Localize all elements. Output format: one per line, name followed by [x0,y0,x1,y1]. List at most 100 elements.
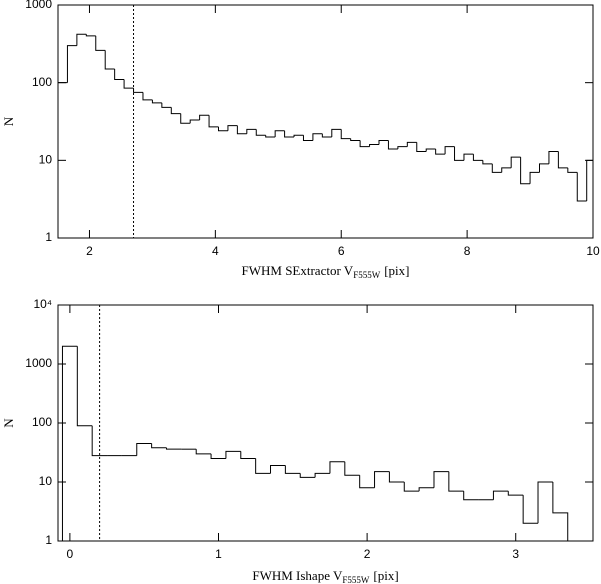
histogram-bar [284,130,295,138]
y-tick-label: 1 [45,533,52,547]
histogram-bar [586,159,594,238]
x-axis-label: FWHM Ishape VF555W [pix] [252,568,398,584]
x-tick-label: 3 [512,547,519,561]
histogram-bar [210,453,226,460]
histogram-bar [537,481,553,524]
histogram-bar [255,458,271,474]
histogram-bar [387,140,398,150]
x-label-suffix: [pix] [373,568,398,583]
histogram-bar [199,114,210,121]
histogram-bar [359,475,375,489]
histogram-bar [557,151,568,169]
histogram-bar [510,156,521,168]
histogram-bar [425,148,436,152]
histogram-bar [293,134,304,137]
x-label-sub: F555W [353,270,381,280]
histogram-bar [240,451,256,460]
histogram-bar [340,129,351,140]
histogram-bar [552,482,569,541]
histogram-bar [76,33,87,46]
histogram-bar [136,442,152,456]
histogram-bar [520,157,531,185]
y-tick-label: 1000 [25,356,52,370]
histogram-bar [114,68,125,80]
histogram-bar [225,450,241,459]
x-label-sub: F555W [342,575,370,584]
x-tick-label: 4 [212,244,219,258]
histogram-bar [151,99,162,104]
histogram-bar [463,153,474,161]
histogram-bar [218,126,228,132]
histogram-bar [329,461,345,474]
histogram-bar [501,167,512,173]
histogram-bar [104,50,115,70]
histogram-bar [165,447,182,450]
histogram-bar [57,82,68,238]
plot-frame [57,304,594,542]
x-tick-label: 2 [86,244,93,258]
histogram-bar [378,140,389,145]
histogram-bar [359,140,370,148]
x-tick-label: 2 [364,547,371,561]
y-tick-label: 10 [39,153,53,167]
y-tick-label: 10 [39,474,53,488]
x-tick-label: 8 [464,244,471,258]
plot-frame [57,4,594,239]
histogram-bar [491,163,502,173]
histogram-bar [576,172,587,202]
histogram-bar [448,471,464,492]
histogram-bar [66,45,77,83]
histogram-bar [472,154,483,161]
x-tick-label: 1 [215,547,222,561]
y-axis-label: N [1,418,16,428]
histogram-bar [76,346,93,427]
histogram-bar [374,471,390,488]
histogram-bar [369,143,379,147]
histogram-bar [416,142,427,152]
y-tick-label: 1000 [25,0,52,11]
histogram-bar [539,163,549,173]
histogram-bar [435,148,446,155]
histogram-bar [567,167,578,173]
histogram-bar [302,135,313,142]
histogram-bar [151,443,167,449]
histogram-bar [321,133,332,138]
histogram-bar [507,491,524,496]
histogram-bar [189,119,200,124]
x-label-main: FWHM SExtractor V [242,263,354,278]
histogram-bar [133,88,143,93]
histogram-bar [180,113,191,124]
histogram-bar [331,128,342,137]
histogram-bar [95,35,106,51]
histogram-bar [454,146,464,161]
histogram-bar [170,107,181,115]
y-axis-label: N [1,116,16,126]
histogram-bar [61,345,78,541]
panel: 1 10 100 1000 2 4 6 8 10 N FWHM SExtractor VF555W[… [1,0,600,280]
histogram-bar [344,461,360,476]
histogram-bar [444,146,455,155]
histogram-bar [255,129,266,136]
histogram-bar [265,135,276,138]
histogram-bar [274,130,285,137]
x-label-suffix: [pix] [384,263,409,278]
histogram-bar [388,471,405,483]
histogram-bar [406,141,417,147]
x-tick-label: 10 [586,244,600,258]
histogram-bar [208,115,219,128]
y-tick-label: 1 [45,230,52,244]
histogram-bar [284,465,301,474]
histogram-bar [403,482,420,492]
histogram-bar [236,125,247,135]
y-tick-label: 100 [32,75,52,89]
histogram-bar [529,171,540,184]
histogram-bar [492,490,509,500]
x-label-main: FWHM Ishape V [252,568,343,583]
histogram-bar [397,146,408,149]
histogram-bar [312,133,323,141]
histogram-bar [246,128,257,134]
histogram-bar [85,34,96,37]
histogram-bar [418,487,434,492]
y-tick-label: 10⁴ [33,297,52,311]
